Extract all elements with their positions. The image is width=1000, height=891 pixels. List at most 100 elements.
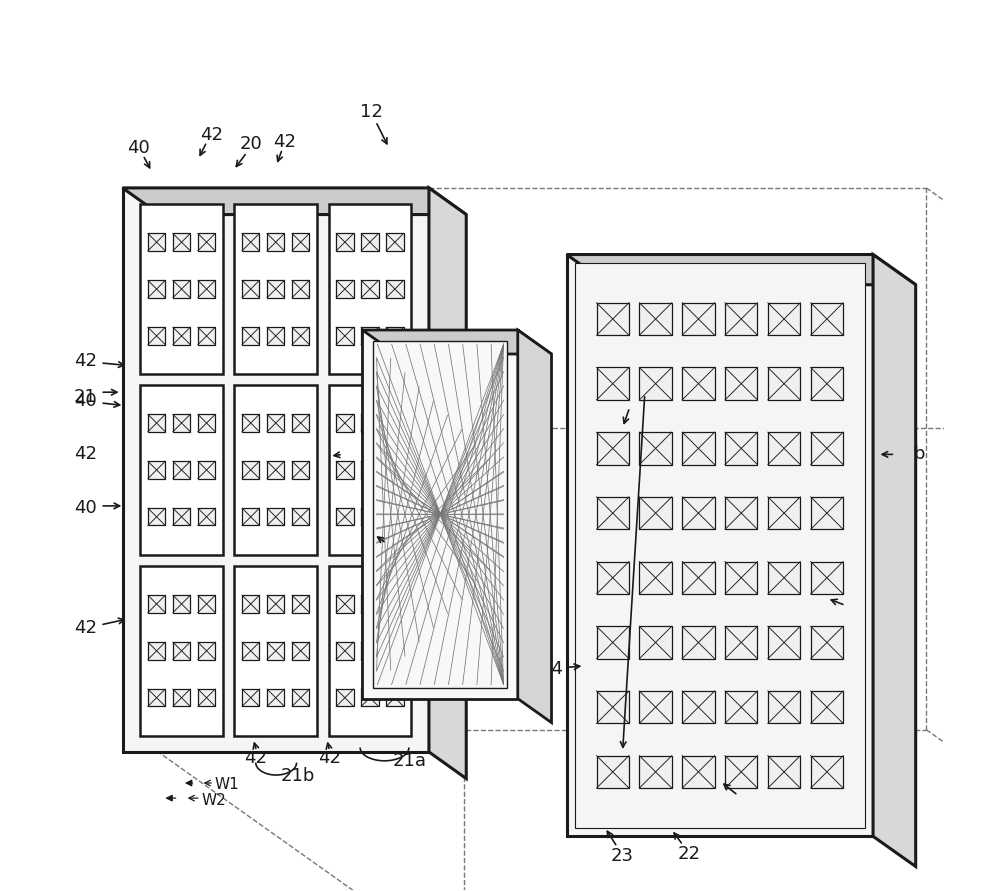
Polygon shape (267, 642, 284, 659)
Polygon shape (597, 303, 629, 335)
Polygon shape (242, 595, 259, 613)
Text: 23a: 23a (636, 374, 670, 392)
Polygon shape (336, 595, 354, 613)
Polygon shape (292, 462, 309, 478)
Text: 21: 21 (74, 388, 97, 405)
Polygon shape (148, 508, 165, 526)
Polygon shape (361, 233, 379, 250)
Text: 42: 42 (200, 126, 223, 143)
Polygon shape (361, 508, 379, 526)
Polygon shape (682, 497, 715, 529)
Polygon shape (518, 330, 552, 723)
Polygon shape (234, 385, 317, 555)
Polygon shape (148, 233, 165, 250)
Polygon shape (362, 330, 552, 354)
Polygon shape (198, 233, 215, 250)
Polygon shape (173, 595, 190, 613)
Polygon shape (386, 508, 404, 526)
Polygon shape (292, 281, 309, 298)
Polygon shape (242, 233, 259, 250)
Polygon shape (292, 595, 309, 613)
Polygon shape (682, 303, 715, 335)
Polygon shape (148, 414, 165, 432)
Polygon shape (198, 327, 215, 345)
Polygon shape (148, 642, 165, 659)
Polygon shape (639, 432, 672, 464)
Polygon shape (173, 414, 190, 432)
Text: 42: 42 (74, 446, 97, 463)
Polygon shape (682, 626, 715, 658)
Polygon shape (725, 497, 757, 529)
Polygon shape (725, 756, 757, 789)
Polygon shape (198, 462, 215, 478)
Polygon shape (597, 626, 629, 658)
Polygon shape (140, 566, 223, 736)
Polygon shape (811, 756, 843, 789)
Polygon shape (267, 462, 284, 478)
Text: 44: 44 (540, 660, 563, 678)
Polygon shape (198, 508, 215, 526)
Polygon shape (639, 691, 672, 723)
Polygon shape (336, 233, 354, 250)
Text: 42: 42 (274, 133, 297, 151)
Text: 44: 44 (624, 388, 647, 405)
Polygon shape (292, 689, 309, 707)
Polygon shape (198, 595, 215, 613)
Polygon shape (198, 689, 215, 707)
Polygon shape (173, 462, 190, 478)
Polygon shape (361, 414, 379, 432)
Polygon shape (336, 642, 354, 659)
Polygon shape (575, 263, 865, 829)
Polygon shape (811, 303, 843, 335)
Polygon shape (242, 689, 259, 707)
Polygon shape (242, 327, 259, 345)
Text: 42: 42 (318, 749, 341, 767)
Polygon shape (811, 367, 843, 400)
Text: 40: 40 (74, 392, 97, 410)
Polygon shape (639, 303, 672, 335)
Text: R1: R1 (412, 387, 432, 402)
Polygon shape (361, 327, 379, 345)
Polygon shape (386, 233, 404, 250)
Polygon shape (768, 626, 800, 658)
Polygon shape (329, 204, 411, 374)
Polygon shape (811, 691, 843, 723)
Text: 40: 40 (127, 139, 150, 157)
Polygon shape (361, 595, 379, 613)
Polygon shape (336, 508, 354, 526)
Polygon shape (173, 642, 190, 659)
Polygon shape (597, 561, 629, 594)
Polygon shape (386, 595, 404, 613)
Polygon shape (725, 367, 757, 400)
Polygon shape (386, 462, 404, 478)
Polygon shape (597, 432, 629, 464)
Polygon shape (639, 626, 672, 658)
Polygon shape (725, 303, 757, 335)
Polygon shape (267, 327, 284, 345)
Text: 44: 44 (846, 601, 869, 619)
Polygon shape (242, 281, 259, 298)
Polygon shape (173, 689, 190, 707)
Text: 12: 12 (360, 103, 383, 121)
Polygon shape (140, 204, 223, 374)
Polygon shape (386, 689, 404, 707)
Polygon shape (336, 689, 354, 707)
Polygon shape (361, 281, 379, 298)
Polygon shape (682, 432, 715, 464)
Polygon shape (597, 691, 629, 723)
Polygon shape (336, 462, 354, 478)
Polygon shape (682, 367, 715, 400)
Polygon shape (768, 497, 800, 529)
Polygon shape (639, 367, 672, 400)
Polygon shape (198, 414, 215, 432)
Text: W2: W2 (202, 793, 226, 808)
Polygon shape (811, 561, 843, 594)
Text: 24: 24 (382, 539, 405, 557)
Polygon shape (329, 566, 411, 736)
Polygon shape (242, 642, 259, 659)
Text: 40: 40 (74, 499, 97, 517)
Polygon shape (768, 561, 800, 594)
Polygon shape (682, 561, 715, 594)
Polygon shape (361, 462, 379, 478)
Polygon shape (768, 432, 800, 464)
